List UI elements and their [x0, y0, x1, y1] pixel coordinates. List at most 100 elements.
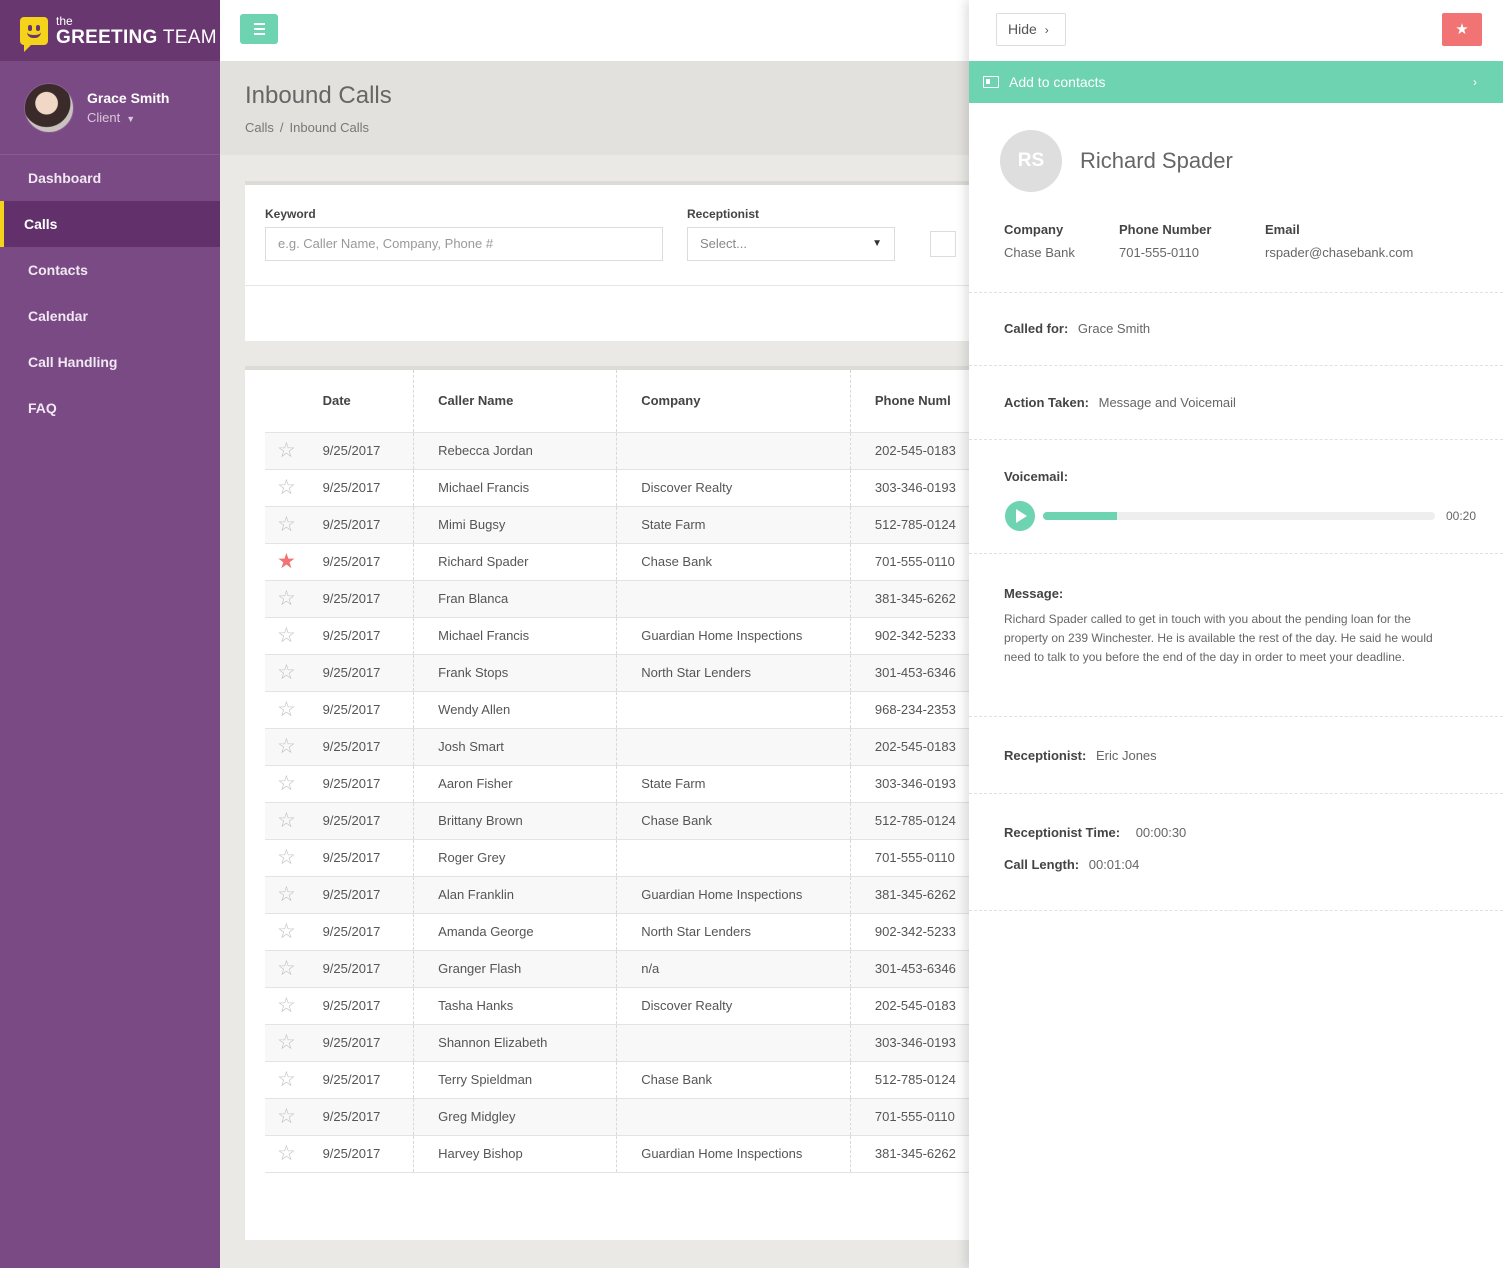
star-icon[interactable]: ☆ — [277, 846, 296, 869]
star-icon[interactable]: ☆ — [277, 1142, 296, 1165]
header-date[interactable]: Date — [322, 393, 351, 409]
cell-caller-name: Mimi Bugsy — [413, 505, 617, 543]
cell-phone: 512-785-0124 — [849, 1060, 970, 1098]
cell-phone: 512-785-0124 — [849, 505, 970, 543]
star-icon[interactable]: ☆ — [277, 513, 296, 536]
breadcrumb-calls[interactable]: Calls — [245, 120, 274, 135]
cell-date: 9/25/2017 — [310, 505, 414, 543]
add-to-contacts-label: Add to contacts — [1009, 74, 1106, 90]
star-icon[interactable]: ☆ — [277, 1068, 296, 1091]
hide-panel-button[interactable]: Hide › — [996, 13, 1066, 46]
table-row[interactable]: ☆ 9/25/2017 Harvey Bishop Guardian Home Ins… — [265, 1134, 970, 1173]
nav-item-call-handling[interactable]: Call Handling — [28, 354, 118, 370]
cell-caller-name: Tasha Hanks — [413, 986, 617, 1024]
star-icon[interactable]: ☆ — [277, 1031, 296, 1054]
call-length-value: 00:01:04 — [1088, 857, 1140, 872]
star-icon[interactable]: ☆ — [277, 772, 296, 795]
receptionist-time-value: 00:00:30 — [1135, 825, 1187, 840]
email-value[interactable]: rspader@chasebank.com — [1265, 245, 1414, 260]
add-to-contacts-bar[interactable]: Add to contacts › — [969, 61, 1503, 103]
receptionist-select[interactable]: Select... ▼ — [687, 227, 895, 261]
cell-caller-name: Michael Francis — [413, 468, 617, 506]
voicemail-label-text: Voicemail: — [1004, 469, 1069, 484]
nav-item-calls[interactable]: Calls — [0, 201, 220, 247]
divider — [245, 285, 970, 286]
table-row[interactable]: ☆ 9/25/2017 Michael Francis Guardian Home I… — [265, 616, 970, 654]
cell-caller-name: Alan Franklin — [413, 875, 617, 913]
star-icon[interactable]: ☆ — [277, 883, 296, 906]
cell-company: Guardian Home Inspections — [616, 616, 851, 654]
star-icon[interactable]: ★ — [277, 550, 296, 573]
cell-caller-name: Terry Spieldman — [413, 1060, 617, 1098]
cell-company: Discover Realty — [616, 986, 851, 1024]
table-row[interactable]: ☆ 9/25/2017 Terry Spieldman Chase Bank 512-7… — [265, 1060, 970, 1098]
table-row[interactable]: ☆ 9/25/2017 Shannon Elizabeth 303-346-0193 — [265, 1023, 970, 1061]
cell-date: 9/25/2017 — [310, 616, 414, 654]
cell-date: 9/25/2017 — [310, 727, 414, 765]
cell-phone: 381-345-6262 — [849, 579, 970, 617]
header-company[interactable]: Company — [616, 370, 851, 432]
cell-date: 9/25/2017 — [310, 912, 414, 950]
cell-company — [616, 579, 851, 617]
cell-date: 9/25/2017 — [310, 801, 414, 839]
header-phone[interactable]: Phone Numl — [849, 370, 970, 432]
star-icon[interactable]: ☆ — [277, 809, 296, 832]
star-icon[interactable]: ☆ — [277, 957, 296, 980]
user-role-dropdown[interactable]: Client ▼ — [87, 110, 169, 125]
cell-company — [616, 1097, 851, 1135]
cell-caller-name: Brittany Brown — [413, 801, 617, 839]
voicemail-progress-track[interactable] — [1043, 512, 1435, 520]
star-icon[interactable]: ☆ — [277, 624, 296, 647]
favorite-button[interactable]: ★ — [1442, 13, 1482, 46]
header-caller-name[interactable]: Caller Name — [413, 370, 617, 432]
star-icon[interactable]: ☆ — [277, 587, 296, 610]
cell-phone: 381-345-6262 — [849, 1134, 970, 1173]
logo[interactable]: the GREETING TEAM — [0, 0, 220, 61]
star-icon[interactable]: ☆ — [277, 920, 296, 943]
star-icon[interactable]: ☆ — [277, 1105, 296, 1128]
table-row[interactable]: ★ 9/25/2017 Richard Spader Chase Bank 701-55… — [265, 542, 970, 580]
table-row[interactable]: ☆ 9/25/2017 Wendy Allen 968-234-2353 — [265, 690, 970, 728]
table-row[interactable]: ☆ 9/25/2017 Granger Flash n/a 301-453-6346 — [265, 949, 970, 987]
cell-caller-name: Fran Blanca — [413, 579, 617, 617]
star-icon[interactable]: ☆ — [277, 661, 296, 684]
cell-caller-name: Josh Smart — [413, 727, 617, 765]
table-row[interactable]: ☆ 9/25/2017 Michael Francis Discover Realty… — [265, 468, 970, 506]
nav-item-contacts[interactable]: Contacts — [28, 262, 88, 278]
cell-date: 9/25/2017 — [310, 690, 414, 728]
keyword-input[interactable]: e.g. Caller Name, Company, Phone # — [265, 227, 663, 261]
filter-checkbox[interactable] — [930, 231, 956, 257]
table-row[interactable]: ☆ 9/25/2017 Fran Blanca 381-345-6262 — [265, 579, 970, 617]
cell-caller-name: Rebecca Jordan — [413, 431, 617, 469]
table-row[interactable]: ☆ 9/25/2017 Rebecca Jordan 202-545-0183 — [265, 431, 970, 469]
star-icon[interactable]: ☆ — [277, 994, 296, 1017]
cell-company — [616, 1023, 851, 1061]
table-row[interactable]: ☆ 9/25/2017 Aaron Fisher State Farm 303-346-… — [265, 764, 970, 802]
nav-item-dashboard[interactable]: Dashboard — [28, 170, 102, 186]
star-icon[interactable]: ☆ — [277, 476, 296, 499]
table-row[interactable]: ☆ 9/25/2017 Brittany Brown Chase Bank 512-78… — [265, 801, 970, 839]
star-icon[interactable]: ☆ — [277, 735, 296, 758]
table-row[interactable]: ☆ 9/25/2017 Alan Franklin Guardian Home Ins… — [265, 875, 970, 913]
star-icon[interactable]: ☆ — [277, 698, 296, 721]
play-button[interactable] — [1005, 501, 1035, 531]
star-cell: ★ — [265, 542, 311, 580]
table-row[interactable]: ☆ 9/25/2017 Amanda George North Star Lender… — [265, 912, 970, 950]
hamburger-menu-button[interactable] — [240, 14, 278, 44]
table-row[interactable]: ☆ 9/25/2017 Frank Stops North Star Lenders 3… — [265, 653, 970, 691]
table-row[interactable]: ☆ 9/25/2017 Greg Midgley 701-555-0110 — [265, 1097, 970, 1135]
nav-item-faq[interactable]: FAQ — [28, 400, 57, 416]
cell-caller-name: Frank Stops — [413, 653, 617, 691]
star-cell: ☆ — [265, 1097, 311, 1135]
table-row[interactable]: ☆ 9/25/2017 Mimi Bugsy State Farm 512-785-01… — [265, 505, 970, 543]
table-row[interactable]: ☆ 9/25/2017 Roger Grey 701-555-0110 — [265, 838, 970, 876]
user-profile[interactable]: Grace Smith Client ▼ — [0, 61, 220, 155]
star-icon[interactable]: ☆ — [277, 439, 296, 462]
smiley-logo-icon — [20, 16, 48, 52]
cell-company: Discover Realty — [616, 468, 851, 506]
page-title: Inbound Calls — [245, 82, 392, 109]
nav-item-calendar[interactable]: Calendar — [28, 308, 88, 324]
cell-caller-name: Aaron Fisher — [413, 764, 617, 802]
table-row[interactable]: ☆ 9/25/2017 Josh Smart 202-545-0183 — [265, 727, 970, 765]
table-row[interactable]: ☆ 9/25/2017 Tasha Hanks Discover Realty 202-… — [265, 986, 970, 1024]
